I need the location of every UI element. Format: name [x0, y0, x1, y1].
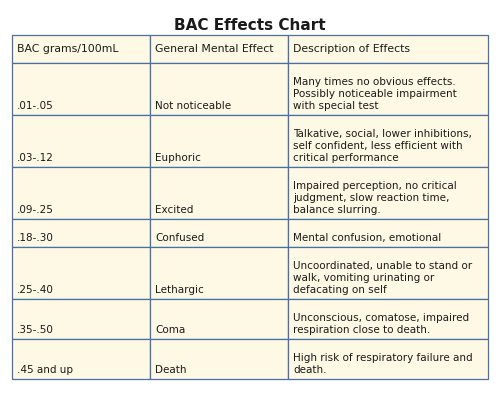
Text: BAC grams/100mL: BAC grams/100mL: [17, 44, 118, 54]
Text: .18-.30: .18-.30: [17, 233, 54, 243]
Bar: [288, 247, 488, 299]
Text: .45 and up: .45 and up: [17, 365, 73, 375]
Bar: [150, 247, 288, 299]
Bar: [12, 247, 150, 299]
Text: Description of Effects: Description of Effects: [293, 44, 410, 54]
Bar: [288, 167, 488, 219]
Bar: [150, 219, 288, 247]
Text: Confused: Confused: [155, 233, 204, 243]
Bar: [12, 339, 150, 379]
Bar: [12, 299, 150, 339]
Bar: [150, 35, 288, 63]
Bar: [12, 115, 150, 167]
Text: .01-.05: .01-.05: [17, 101, 54, 111]
Text: Excited: Excited: [155, 205, 194, 215]
Text: .09-.25: .09-.25: [17, 205, 54, 215]
Text: General Mental Effect: General Mental Effect: [155, 44, 274, 54]
Bar: [288, 339, 488, 379]
Bar: [150, 63, 288, 115]
Text: .35-.50: .35-.50: [17, 325, 54, 335]
Bar: [150, 299, 288, 339]
Text: Not noticeable: Not noticeable: [155, 101, 231, 111]
Text: High risk of respiratory failure and
death.: High risk of respiratory failure and dea…: [293, 353, 472, 375]
Text: Uncoordinated, unable to stand or
walk, vomiting urinating or
defacating on self: Uncoordinated, unable to stand or walk, …: [293, 261, 472, 295]
Bar: [12, 167, 150, 219]
Text: .03-.12: .03-.12: [17, 153, 54, 163]
Text: BAC Effects Chart: BAC Effects Chart: [174, 18, 326, 33]
Text: .25-.40: .25-.40: [17, 285, 54, 295]
Bar: [150, 167, 288, 219]
Text: Mental confusion, emotional: Mental confusion, emotional: [293, 233, 442, 243]
Bar: [288, 63, 488, 115]
Bar: [12, 35, 150, 63]
Text: Talkative, social, lower inhibitions,
self confident, less efficient with
critic: Talkative, social, lower inhibitions, se…: [293, 129, 472, 163]
Text: Unconscious, comatose, impaired
respiration close to death.: Unconscious, comatose, impaired respirat…: [293, 313, 469, 335]
Bar: [150, 115, 288, 167]
Text: Coma: Coma: [155, 325, 186, 335]
Text: Many times no obvious effects.
Possibly noticeable impairment
with special test: Many times no obvious effects. Possibly …: [293, 77, 457, 111]
Text: Lethargic: Lethargic: [155, 285, 204, 295]
Text: Euphoric: Euphoric: [155, 153, 201, 163]
Text: Death: Death: [155, 365, 186, 375]
Bar: [288, 299, 488, 339]
Bar: [12, 219, 150, 247]
Bar: [12, 63, 150, 115]
Bar: [288, 35, 488, 63]
Bar: [150, 339, 288, 379]
Bar: [288, 115, 488, 167]
Bar: [288, 219, 488, 247]
Text: Impaired perception, no critical
judgment, slow reaction time,
balance slurring.: Impaired perception, no critical judgmen…: [293, 181, 457, 215]
